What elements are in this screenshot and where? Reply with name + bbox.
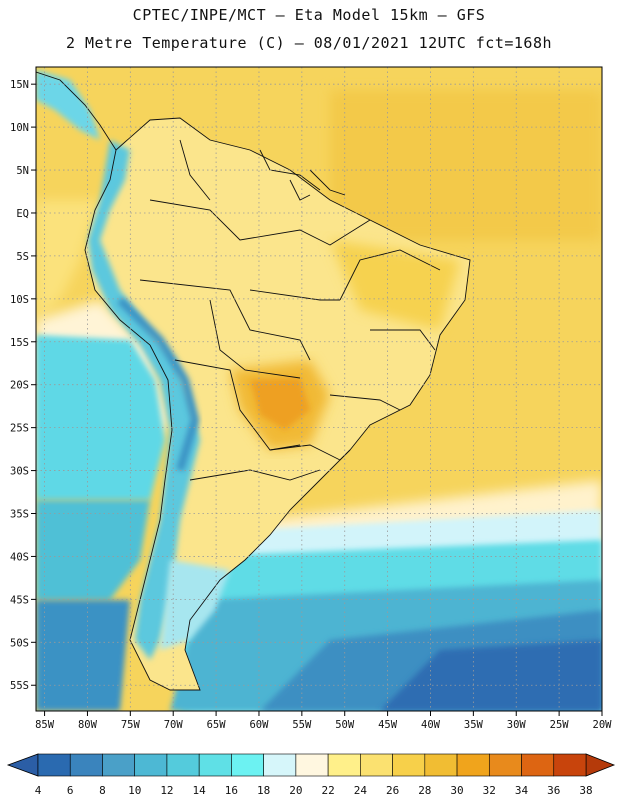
- lon-tick-label: 60W: [249, 719, 269, 731]
- lat-tick-label: 10S: [10, 294, 29, 306]
- colorbar-label: 20: [289, 784, 302, 797]
- chart-subtitle: 2 Metre Temperature (C) – 08/01/2021 12U…: [65, 34, 553, 52]
- colorbar-label: 10: [128, 784, 141, 797]
- colorbar-segment: [456, 753, 490, 777]
- colorbar-segment: [37, 753, 71, 777]
- lon-tick-label: 50W: [335, 719, 355, 731]
- lat-tick-label: 45S: [10, 594, 29, 606]
- warm-atlantic-band: [330, 90, 602, 240]
- lat-tick-label: 25S: [10, 423, 29, 435]
- colorbar-label: 12: [160, 784, 173, 797]
- colorbar-segment: [327, 753, 361, 777]
- lon-tick-label: 85W: [35, 719, 55, 731]
- colorbar-label: 30: [450, 784, 463, 797]
- lat-tick-label: 20S: [10, 380, 29, 392]
- colorbar-segment: [424, 753, 458, 777]
- colorbar-under-arrow: [6, 753, 39, 777]
- lat-tick-label: 15N: [10, 79, 29, 91]
- colorbar-segment: [360, 753, 393, 777]
- lon-tick-label: 20W: [593, 719, 613, 731]
- colorbar-segment: [198, 753, 232, 777]
- colorbar-segment: [521, 753, 555, 777]
- lon-tick-label: 40W: [421, 719, 441, 731]
- colorbar-segment: [231, 753, 264, 777]
- axis-ticks: 85W 80W 75W 70W 65W 60W 55W 50W 45W 40W 35W 30W 25W 2…: [10, 79, 612, 731]
- colorbar-segment: [488, 753, 522, 777]
- colorbar-segment: [69, 753, 103, 777]
- patagonia-cool-region: [160, 560, 230, 650]
- andes-peak-line: [117, 297, 200, 472]
- hottest-interior-region: [250, 378, 310, 430]
- map-frame: [35, 66, 603, 712]
- colorbar-over-arrow: [585, 753, 616, 777]
- colorbar-segment: [553, 753, 587, 777]
- colorbar-segment: [166, 753, 200, 777]
- colorbar-label: 18: [257, 784, 270, 797]
- colorbar-label: 34: [515, 784, 529, 797]
- chart-title: CPTEC/INPE/MCT – Eta Model 15km – GFS: [132, 6, 486, 24]
- lat-tick-label: EQ: [16, 208, 29, 220]
- lat-tick-label: 5N: [16, 165, 29, 177]
- northeast-brazil-warm: [330, 240, 460, 330]
- colorbar-label: 4: [35, 784, 42, 797]
- lat-tick-label: 10N: [10, 122, 29, 134]
- colorbar-label: 36: [547, 784, 560, 797]
- lon-tick-label: 45W: [378, 719, 398, 731]
- atlantic-deep-cold-band: [380, 640, 602, 711]
- colorbar-label: 26: [386, 784, 399, 797]
- colorbar-label: 24: [354, 784, 368, 797]
- colorbar-label: 22: [321, 784, 334, 797]
- colorbar-segment: [102, 753, 136, 777]
- lon-tick-label: 70W: [164, 719, 184, 731]
- colorbar-label: 16: [225, 784, 238, 797]
- lon-tick-label: 35W: [464, 719, 484, 731]
- central-america-highlands: [36, 70, 100, 140]
- lon-tick-label: 55W: [292, 719, 312, 731]
- lat-tick-label: 35S: [10, 509, 29, 521]
- lon-tick-label: 80W: [78, 719, 98, 731]
- lat-tick-label: 55S: [10, 680, 29, 692]
- lon-tick-label: 30W: [507, 719, 527, 731]
- colorbar-label: 6: [67, 784, 74, 797]
- pacific-equatorial-zone: [36, 200, 100, 320]
- pacific-cold-band: [36, 335, 165, 500]
- lat-tick-label: 15S: [10, 337, 29, 349]
- lat-tick-label: 5S: [16, 251, 29, 263]
- andes-cold-strip: [88, 140, 200, 660]
- colorbar-label: 8: [99, 784, 106, 797]
- colorbar-segment: [295, 753, 329, 777]
- colorbar-segment: [134, 753, 168, 777]
- lon-tick-label: 25W: [550, 719, 570, 731]
- lat-tick-label: 50S: [10, 637, 29, 649]
- lon-tick-label: 75W: [121, 719, 141, 731]
- lat-tick-label: 40S: [10, 551, 29, 563]
- colorbar-label: 28: [418, 784, 431, 797]
- lat-tick-label: 30S: [10, 466, 29, 478]
- lon-tick-label: 65W: [207, 719, 227, 731]
- colorbar-label: 38: [579, 784, 592, 797]
- colorbar-label: 32: [483, 784, 496, 797]
- colorbar-segment: [263, 753, 297, 777]
- colorbar-label: 14: [193, 784, 207, 797]
- pacific-colder-band: [36, 500, 150, 600]
- pacific-southern-band: [36, 600, 130, 711]
- colorbar-segment: [392, 753, 426, 777]
